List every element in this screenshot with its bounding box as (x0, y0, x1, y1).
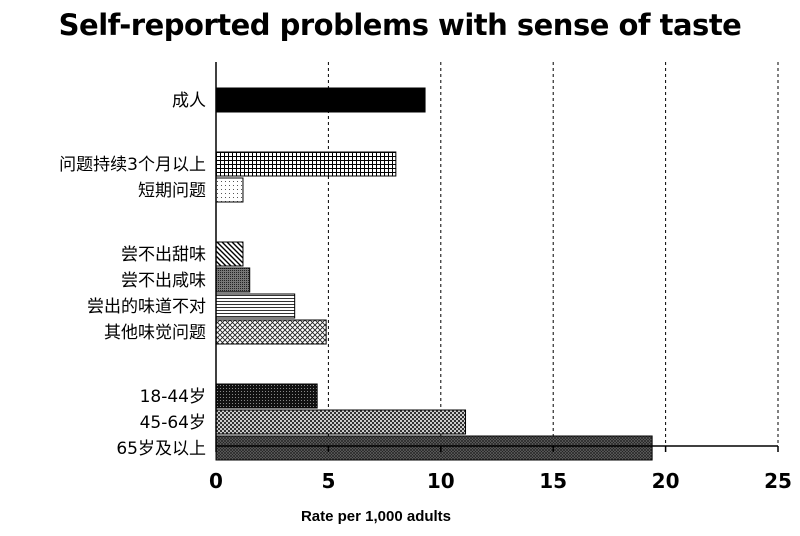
category-label: 尝不出咸味 (121, 271, 206, 291)
category-label: 尝出的味道不对 (87, 297, 206, 317)
category-label: 18-44岁 (140, 387, 206, 407)
bars-group (215, 87, 653, 461)
x-tick-label: 15 (539, 469, 567, 493)
bar (215, 319, 327, 345)
bar (215, 87, 426, 113)
x-tick-label: 20 (652, 469, 680, 493)
chart-title: Self-reported problems with sense of tas… (58, 8, 742, 42)
bar (215, 267, 251, 293)
category-label: 问题持续3个月以上 (59, 155, 206, 175)
category-label: 其他味觉问题 (104, 323, 206, 343)
x-tick-label: 25 (764, 469, 792, 493)
category-label: 65岁及以上 (116, 439, 206, 459)
bar (215, 151, 397, 177)
bar (215, 177, 244, 203)
bar (215, 435, 653, 461)
category-label: 成人 (172, 91, 206, 111)
grid-lines (327, 62, 779, 446)
bar (215, 383, 318, 409)
x-tick-label: 10 (427, 469, 455, 493)
axes (215, 62, 779, 452)
category-label: 45-64岁 (140, 413, 206, 433)
x-tick-label: 5 (321, 469, 335, 493)
bar (215, 293, 296, 319)
category-label: 短期问题 (138, 181, 206, 201)
x-tick-labels: 0 5 10 15 20 25 (209, 469, 792, 493)
x-axis-label: Rate per 1,000 adults (301, 508, 451, 525)
bar (215, 241, 244, 267)
bar (215, 409, 467, 435)
category-label: 尝不出甜味 (121, 245, 206, 265)
x-tick-label: 0 (209, 469, 223, 493)
